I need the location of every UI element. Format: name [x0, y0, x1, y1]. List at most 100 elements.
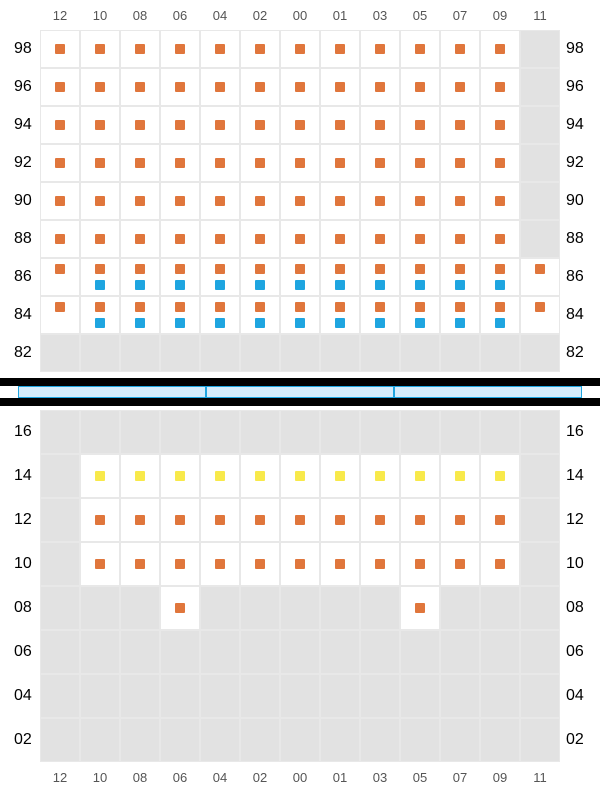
grid-cell: [40, 498, 80, 542]
marker-orange: [175, 158, 185, 168]
grid-cell: [200, 410, 240, 454]
marker-orange: [255, 120, 265, 130]
row-label: 90: [14, 191, 32, 211]
marker-orange: [335, 158, 345, 168]
marker-orange: [415, 264, 425, 274]
row-label: 98: [566, 39, 584, 59]
grid-cell: [520, 674, 560, 718]
marker-orange: [55, 120, 65, 130]
col-label: 05: [400, 8, 440, 23]
grid-cell: [440, 630, 480, 674]
grid-cell: [520, 630, 560, 674]
marker-orange: [255, 302, 265, 312]
grid-cell: [200, 334, 240, 372]
grid-cell: [80, 674, 120, 718]
marker-orange: [295, 196, 305, 206]
marker-orange: [95, 234, 105, 244]
marker-orange: [455, 120, 465, 130]
grid-cell: [200, 674, 240, 718]
row-label: 84: [14, 305, 32, 325]
grid-cell: [520, 220, 560, 258]
col-label: 09: [480, 770, 520, 785]
marker-orange: [215, 302, 225, 312]
grid-cell: [320, 410, 360, 454]
grid-cell: [80, 334, 120, 372]
marker-blue: [215, 318, 225, 328]
marker-orange: [95, 196, 105, 206]
marker-orange: [295, 302, 305, 312]
grid-cell: [480, 410, 520, 454]
grid-cell: [280, 674, 320, 718]
grid-cell: [40, 674, 80, 718]
grid-cell: [240, 718, 280, 762]
grid-cell: [40, 718, 80, 762]
marker-orange: [415, 82, 425, 92]
row-label: 10: [566, 554, 584, 574]
marker-yellow: [415, 471, 425, 481]
marker-orange: [415, 44, 425, 54]
marker-orange: [375, 196, 385, 206]
marker-orange: [175, 82, 185, 92]
col-label: 08: [120, 8, 160, 23]
marker-blue: [495, 280, 505, 290]
marker-blue: [255, 280, 265, 290]
grid-cell: [360, 718, 400, 762]
marker-orange: [175, 44, 185, 54]
row-label: 04: [566, 686, 584, 706]
marker-orange: [375, 559, 385, 569]
grid-cell: [200, 718, 240, 762]
grid-cell: [400, 718, 440, 762]
col-label: 07: [440, 8, 480, 23]
col-label: 04: [200, 8, 240, 23]
row-label: 02: [566, 730, 584, 750]
marker-orange: [335, 234, 345, 244]
marker-orange: [95, 264, 105, 274]
col-labels-top: 12100806040200010305070911: [0, 8, 600, 32]
marker-orange: [495, 264, 505, 274]
row-label: 86: [14, 267, 32, 287]
grid-cell: [520, 106, 560, 144]
grid-cell: [520, 586, 560, 630]
marker-blue: [135, 318, 145, 328]
grid-cell: [520, 542, 560, 586]
col-label: 00: [280, 8, 320, 23]
marker-orange: [95, 44, 105, 54]
grid-cell: [480, 630, 520, 674]
marker-orange: [415, 559, 425, 569]
marker-orange: [375, 515, 385, 525]
col-labels-bottom: 12100806040200010305070911: [0, 770, 600, 794]
grid-cell: [520, 30, 560, 68]
marker-orange: [135, 234, 145, 244]
grid-cell: [480, 718, 520, 762]
row-label: 12: [566, 510, 584, 530]
marker-orange: [175, 515, 185, 525]
marker-orange: [55, 44, 65, 54]
grid-cell: [240, 674, 280, 718]
grid-cell: [120, 674, 160, 718]
marker-orange: [175, 234, 185, 244]
grid-cell: [480, 334, 520, 372]
marker-orange: [335, 302, 345, 312]
marker-orange: [335, 196, 345, 206]
col-label: 01: [320, 8, 360, 23]
marker-orange: [455, 82, 465, 92]
col-label: 01: [320, 770, 360, 785]
grid-cell: [160, 674, 200, 718]
marker-orange: [375, 158, 385, 168]
grid-cell: [80, 410, 120, 454]
marker-orange: [215, 158, 225, 168]
marker-orange: [215, 559, 225, 569]
marker-blue: [415, 318, 425, 328]
grid-cell: [520, 68, 560, 106]
grid-cell: [520, 410, 560, 454]
col-label: 03: [360, 8, 400, 23]
col-label: 03: [360, 770, 400, 785]
marker-orange: [215, 515, 225, 525]
marker-orange: [215, 44, 225, 54]
marker-blue: [335, 280, 345, 290]
grid-cell: [400, 410, 440, 454]
grid-cell: [80, 586, 120, 630]
marker-orange: [175, 264, 185, 274]
marker-orange: [255, 82, 265, 92]
marker-orange: [415, 158, 425, 168]
